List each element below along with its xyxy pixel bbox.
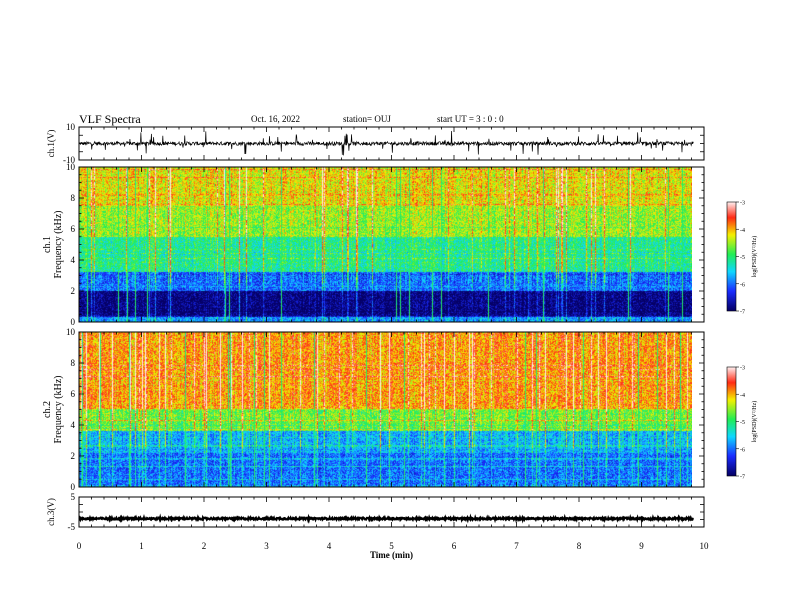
colorbar-label-text: log(PSD)(V²/Hz) <box>751 236 758 277</box>
colorbar-tick-label: -5 <box>740 420 745 426</box>
panel-frame-ch2-spectrogram <box>78 331 705 488</box>
x-tick-label: 3 <box>264 541 269 551</box>
station-label: station= OUJ <box>343 114 391 124</box>
y-axis-label-line2: Frequency (kHz) <box>53 210 64 278</box>
y-tick-label: 2 <box>71 286 76 296</box>
y-axis-label-ch1-waveform: ch.1(V) <box>46 130 56 158</box>
x-tick-label: 1 <box>139 541 144 551</box>
colorbar-label: log(PSD)(V²/Hz) <box>751 236 758 277</box>
ch1-waveform-trace <box>78 130 694 156</box>
y-tick-label: 10 <box>66 327 76 337</box>
y-tick-label: -10 <box>63 155 75 165</box>
panel-frame-ch1-spectrogram <box>78 166 705 323</box>
colorbar-frame <box>726 366 737 477</box>
x-tick-label: 4 <box>327 541 332 551</box>
ch1-spectrogram-heatmap <box>79 167 692 322</box>
x-tick-label: 6 <box>452 541 457 551</box>
x-tick-label: 5 <box>389 541 394 551</box>
x-tick-label: 7 <box>514 541 519 551</box>
colorbar-tick-label: -3 <box>740 201 745 207</box>
x-tick-label: 8 <box>577 541 582 551</box>
date-label: Oct. 16, 2022 <box>251 114 300 124</box>
y-axis-label-line1: ch.2 <box>42 401 53 418</box>
start-time-label: start UT = 3 : 0 : 0 <box>437 114 504 124</box>
y-axis-label-ch1-spectrogram: ch.1 Frequency (kHz) <box>42 210 64 278</box>
colorbar-tick-label: -5 <box>740 255 745 261</box>
y-tick-label: 0 <box>71 317 76 327</box>
y-tick-label: 10 <box>66 122 76 132</box>
colorbar-tick-label: -6 <box>740 282 745 288</box>
y-tick-label: 10 <box>66 162 76 172</box>
colorbar-tick-label: -3 <box>740 366 745 372</box>
ch2-spectrogram-heatmap <box>79 332 692 487</box>
y-axis-label-line1: ch.1 <box>42 236 53 253</box>
x-tick-label: 9 <box>639 541 644 551</box>
y-tick-label: 4 <box>71 255 76 265</box>
x-tick-label: 10 <box>700 541 710 551</box>
y-axis-label-ch2-spectrogram: ch.2 Frequency (kHz) <box>42 375 64 443</box>
colorbar-tick-label: -7 <box>740 310 745 316</box>
x-axis-title: Time (min) <box>370 550 413 560</box>
y-tick-label: 2 <box>71 451 76 461</box>
y-axis-label-text: ch.3(V) <box>46 498 56 526</box>
y-tick-label: 6 <box>71 389 76 399</box>
y-tick-label: -5 <box>68 522 76 532</box>
y-tick-label: 6 <box>71 224 76 234</box>
x-tick-label: 2 <box>202 541 207 551</box>
colorbar-tick-label: -4 <box>740 228 745 234</box>
colorbar-tick-label: -7 <box>740 475 745 481</box>
x-tick-label: 0 <box>77 541 82 551</box>
colorbar-frame <box>726 201 737 312</box>
y-axis-label-text: ch.1(V) <box>46 130 56 158</box>
colorbar-tick-label: -4 <box>740 393 745 399</box>
y-axis-label-ch3-waveform: ch.3(V) <box>46 498 56 526</box>
ch1-colorbar <box>727 202 736 311</box>
ch2-colorbar <box>727 367 736 476</box>
ch3-waveform-trace <box>78 513 694 524</box>
y-tick-label: 0 <box>71 482 76 492</box>
colorbar-label-text: log(PSD)(V²/Hz) <box>751 401 758 442</box>
y-tick-label: 5 <box>71 492 76 502</box>
y-tick-label: 8 <box>71 358 76 368</box>
y-tick-label: 4 <box>71 420 76 430</box>
colorbar-tick-label: -6 <box>740 447 745 453</box>
chart-title: VLF Spectra <box>79 112 141 126</box>
y-axis-label-line2: Frequency (kHz) <box>53 375 64 443</box>
colorbar-label: log(PSD)(V²/Hz) <box>751 401 758 442</box>
y-tick-label: 8 <box>71 193 76 203</box>
